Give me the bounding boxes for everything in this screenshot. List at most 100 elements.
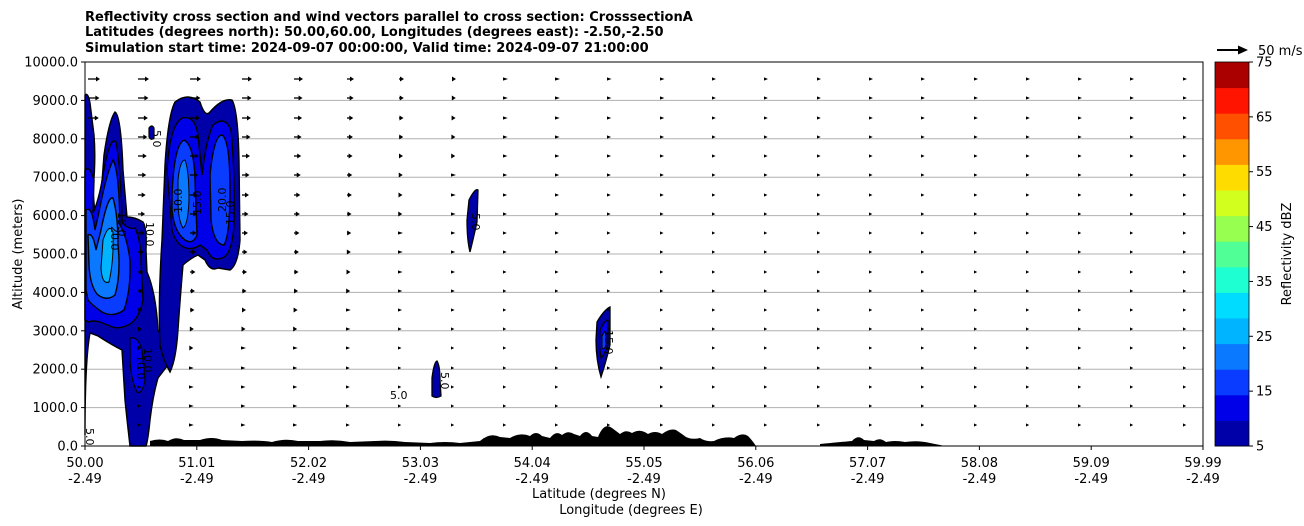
contour-label: 15.0 <box>224 201 237 226</box>
colorbar-tick-label: 65 <box>1256 110 1273 125</box>
wind-vector <box>294 211 300 217</box>
wind-vector <box>1183 308 1187 312</box>
wind-vector <box>294 230 300 236</box>
wind-vector <box>1078 193 1082 197</box>
wind-vector <box>1078 154 1082 158</box>
wind-vector <box>607 154 611 158</box>
wind-vector <box>869 173 873 177</box>
wind-vector <box>451 250 456 254</box>
wind-vector <box>660 289 664 293</box>
wind-vector <box>138 115 148 121</box>
colorbar-tick-label: 25 <box>1256 330 1273 345</box>
wind-vector <box>503 404 507 408</box>
wind-vector <box>1026 327 1030 331</box>
wind-vector <box>921 423 925 427</box>
wind-vector <box>1026 346 1030 350</box>
wind-vector <box>660 404 664 408</box>
wind-vector <box>555 385 559 389</box>
colorbar: 5 15 25 35 45 55 65 75 <box>1214 56 1273 455</box>
wind-vector <box>817 327 821 331</box>
wind-vector <box>712 404 716 408</box>
wind-key: 50 m/s <box>1217 44 1303 59</box>
terrain <box>150 426 945 446</box>
wind-vector <box>817 96 821 100</box>
colorbar-segment <box>1215 138 1249 165</box>
wind-vector <box>398 423 402 427</box>
wind-vector <box>555 346 559 350</box>
wind-vector <box>398 192 403 198</box>
wind-vector <box>503 212 507 216</box>
wind-vector <box>555 154 560 158</box>
wind-vector <box>607 250 611 254</box>
wind-vector <box>555 250 559 254</box>
y-tick-label: 6000.0 <box>33 209 79 224</box>
wind-vector <box>346 288 351 294</box>
contour-label: 10.0 <box>172 189 185 214</box>
wind-vector <box>712 116 716 120</box>
wind-vector <box>503 270 507 274</box>
x-tick-label-lon: -2.49 <box>627 472 661 487</box>
wind-vector <box>399 115 404 121</box>
wind-vector <box>294 172 301 178</box>
wind-vector <box>555 231 559 235</box>
wind-vector <box>607 289 611 293</box>
wind-vector <box>241 346 246 350</box>
wind-vector <box>1183 193 1187 197</box>
wind-vector <box>503 327 507 331</box>
wind-vector <box>869 116 873 120</box>
wind-vector <box>921 346 925 350</box>
wind-vector <box>293 404 298 408</box>
wind-vector <box>1078 231 1082 235</box>
wind-vector <box>503 154 508 158</box>
wind-vector <box>817 212 821 216</box>
wind-vector <box>607 423 611 427</box>
wind-vector <box>190 134 200 140</box>
wind-vector <box>137 345 142 351</box>
colorbar-tick-label: 35 <box>1256 275 1273 290</box>
wind-vector <box>1130 116 1134 120</box>
x-tick-label-lat: 58.08 <box>961 456 998 471</box>
wind-vector <box>189 326 194 332</box>
y-tick-label: 8000.0 <box>33 132 79 147</box>
wind-vector <box>451 212 456 216</box>
wind-vector <box>1026 173 1030 177</box>
wind-vector <box>399 134 404 140</box>
wind-vector <box>189 366 194 370</box>
colorbar-segment <box>1215 113 1249 140</box>
wind-vector <box>189 385 194 389</box>
wind-vector <box>451 385 455 389</box>
wind-vector <box>1078 250 1082 254</box>
wind-vector <box>764 327 768 331</box>
wind-vector <box>974 423 978 427</box>
wind-vector <box>1078 270 1082 274</box>
wind-vector <box>138 153 147 159</box>
wind-vector <box>451 95 456 101</box>
wind-vector <box>869 308 873 312</box>
contour-label: 10.0 <box>143 222 156 247</box>
wind-vector <box>817 385 821 389</box>
wind-vector <box>347 76 354 82</box>
wind-vector <box>974 154 978 158</box>
wind-vector <box>346 404 350 408</box>
wind-vector <box>189 404 194 408</box>
wind-vector <box>974 346 978 350</box>
colorbar-segment <box>1215 292 1249 319</box>
wind-vector <box>398 270 403 274</box>
wind-vector <box>451 423 455 427</box>
wind-vector <box>503 77 508 81</box>
contour-cell-b-15dbz-right <box>209 134 231 246</box>
grid-lines <box>85 99 1203 409</box>
wind-vector <box>712 96 716 100</box>
wind-vector <box>138 307 143 313</box>
wind-vector <box>869 327 873 331</box>
wind-vector <box>607 96 612 100</box>
y-axis-label: Altitude (meters) <box>11 199 26 310</box>
wind-vector <box>1026 193 1030 197</box>
wind-vector <box>764 423 768 427</box>
wind-vector <box>974 173 978 177</box>
x-axis-label-longitude: Longitude (degrees E) <box>559 503 703 518</box>
y-tick-label: 0.0 <box>57 440 78 455</box>
wind-vector <box>764 385 768 389</box>
wind-vector <box>503 385 507 389</box>
wind-vector <box>974 366 978 370</box>
